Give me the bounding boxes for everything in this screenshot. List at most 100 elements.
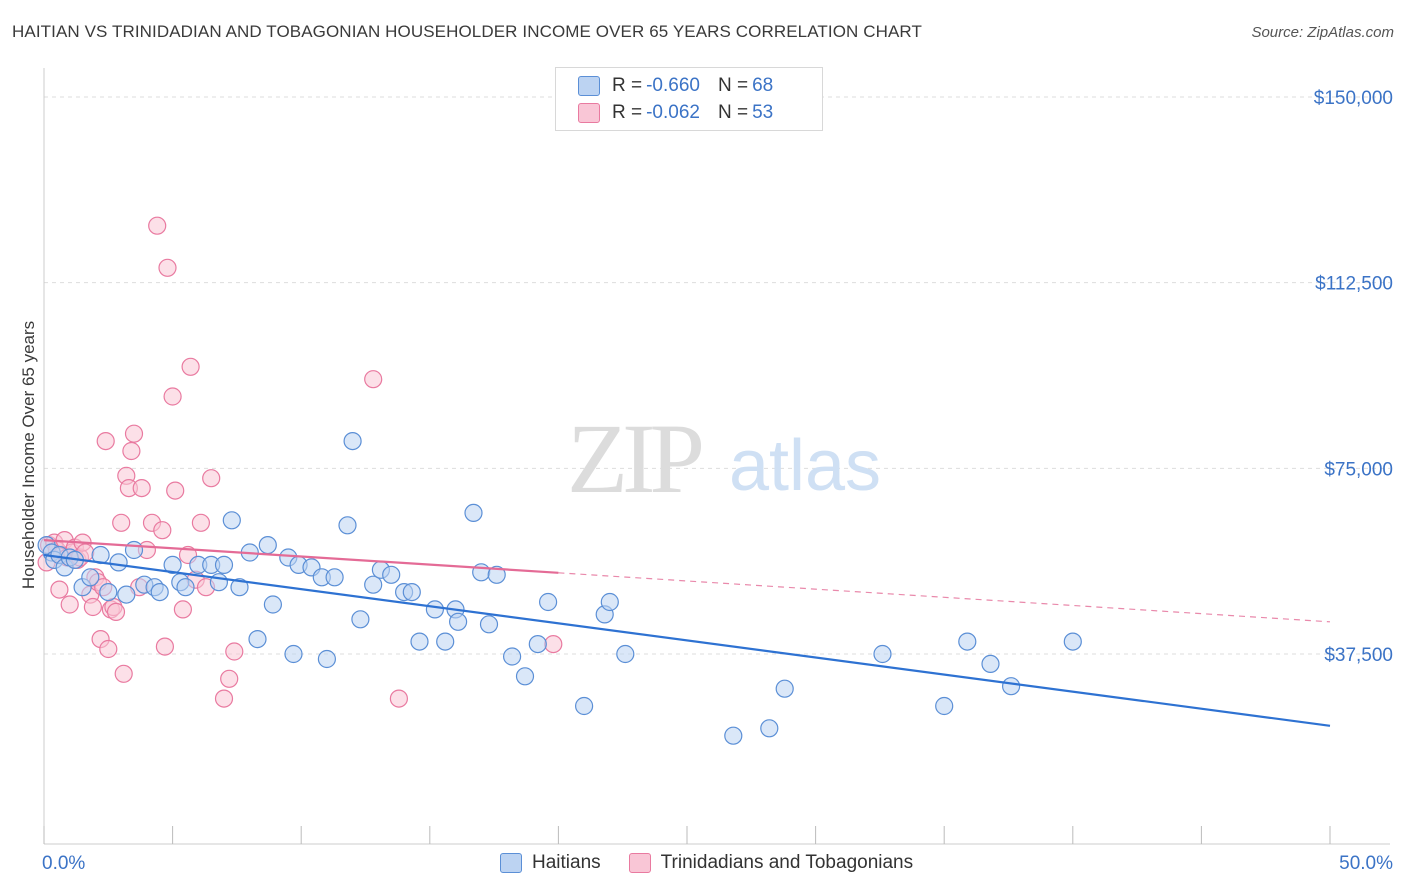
haitian-point [958,632,977,651]
haitian-point [574,696,594,716]
legend-label-trinidadians: Trinidadians and Tobagonians [660,852,914,873]
trinidadian-point [158,258,177,277]
trinidadian-point [155,637,174,656]
haitians-swatch [500,853,522,873]
trinidadians-trend-line [43,539,559,574]
y-axis-label: Householder Income Over 65 years [19,320,38,590]
haitian-point [117,585,136,604]
r-value: -0.062 [646,102,700,123]
haitian-point [81,568,100,587]
y-tick-label: $150,000 [1314,88,1393,109]
haitian-point [317,649,336,669]
n-label: N = [717,75,749,96]
trinidadians-swatch [628,853,651,873]
haitians-trend-line [43,553,1331,727]
haitian-point [616,644,635,664]
watermark-zip: ZIP [567,403,701,514]
trinidadian-point [112,513,131,532]
trinidadian-point [389,689,408,708]
trinidadian-point [163,387,182,406]
trinidadian-point [202,469,221,488]
trinidadian-point [153,521,172,540]
n-label: N = [717,102,749,123]
legend-item-haitians[interactable]: Haitians [500,852,601,874]
haitian-point [760,719,779,738]
haitian-point [600,592,619,612]
trinidadian-point [181,357,200,376]
trinidadian-point [106,602,126,622]
haitian-point [109,553,128,572]
haitian-point [538,592,558,612]
haitian-point [150,582,169,602]
haitian-point [248,629,267,649]
haitian-point [343,432,362,451]
haitian-point [351,610,370,629]
trinidadian-point [364,370,383,389]
haitian-point [487,565,506,584]
haitian-point [124,540,144,560]
haitian-point [263,595,282,614]
haitian-point [479,615,499,634]
trinidadian-point [173,600,192,619]
haitian-point [410,632,429,651]
haitian-point [436,632,455,651]
n-value: 68 [752,75,774,96]
x-tick-label-max: 50.0% [1339,853,1393,874]
trinidadian-point [166,481,185,500]
haitian-point [1063,632,1082,651]
trinidadian-point [122,441,141,461]
trinidadians-swatch [578,103,600,123]
haitian-point [502,647,522,666]
trinidadian-point [96,432,115,451]
series-legend: Haitians Trinidadians and Tobagonians [500,852,941,874]
trinidadian-point [60,595,79,614]
haitian-point [425,600,444,619]
haitian-point [981,654,1000,674]
haitian-point [1001,677,1021,696]
trinidadian-point [83,597,103,617]
haitian-point [209,573,228,592]
haitian-point [873,644,892,664]
trinidadian-point [50,580,69,599]
trinidadian-point [99,639,118,659]
trinidadian-point [114,664,133,683]
legend-label-haitians: Haitians [532,852,601,873]
haitian-point [464,503,483,523]
chart-title: HAITIAN VS TRINIDADIAN AND TOBAGONIAN HO… [12,22,922,41]
haitian-point [338,516,357,535]
haitian-point [402,582,421,602]
trinidadian-point [544,634,563,654]
trinidadian-point [214,689,234,708]
legend-row-haitians: R = -0.660 N = 68 [578,74,773,98]
haitian-point [935,696,954,716]
haitian-point [382,565,401,584]
y-tick-label: $37,500 [1324,645,1393,666]
r-label: R = [612,102,643,123]
haitian-point [364,575,383,594]
haitian-point [99,582,118,602]
trinidadian-point [191,513,210,532]
y-tick-label: $75,000 [1324,459,1393,480]
stats-legend: R = -0.660 N = 68 R = -0.062 N = 53 [555,67,823,131]
trinidadian-point [148,216,167,235]
haitian-point [163,555,182,575]
haitians-swatch [578,76,600,96]
haitian-point [258,535,277,555]
trinidadian-point [124,424,144,443]
legend-item-trinidadians[interactable]: Trinidadians and Tobagonians [628,852,914,874]
haitian-point [515,667,535,686]
source-label: Source: ZipAtlas.com [1251,24,1394,41]
trinidadian-point [132,479,151,498]
haitian-point [284,644,303,664]
haitian-point [214,555,234,575]
x-tick-label-min: 0.0% [42,853,85,874]
haitian-point [325,568,344,587]
haitian-point [724,726,743,745]
r-value: -0.660 [646,75,700,96]
trinidadian-point [220,669,239,688]
trinidadians-trend-extension [558,572,1331,623]
n-value: 53 [752,102,774,123]
haitian-point [230,578,249,597]
haitian-point [176,578,195,597]
